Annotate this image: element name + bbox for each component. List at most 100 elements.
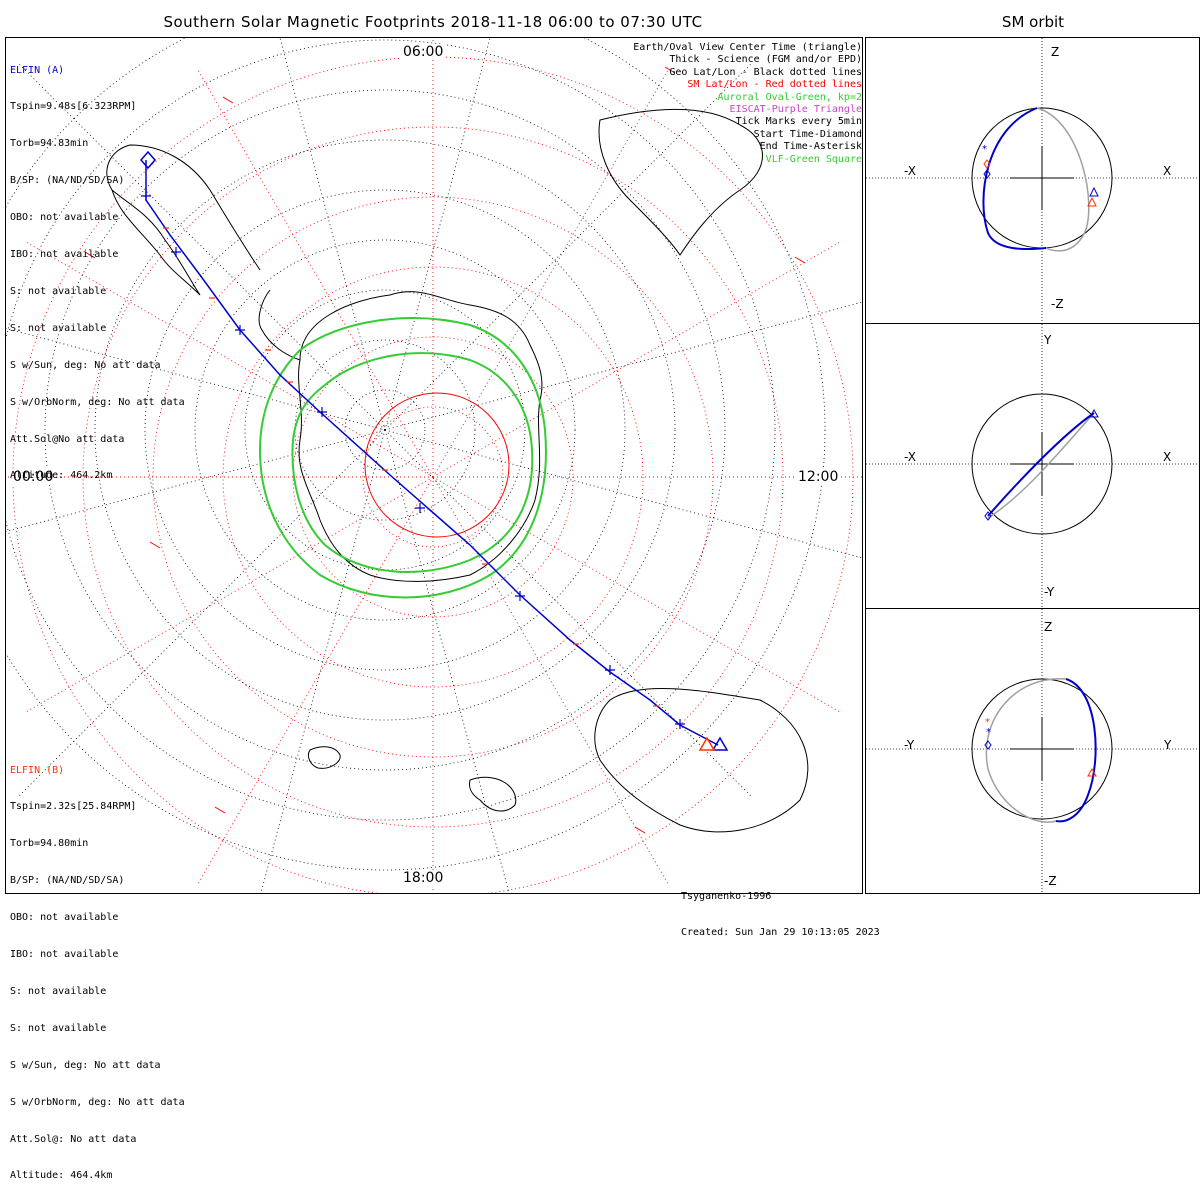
- sm-edge-tick: [84, 251, 96, 259]
- elfin-a-tick-mark: [515, 591, 525, 601]
- legend: Earth/Oval View Center Time (triangle) T…: [633, 42, 862, 166]
- elfin-b-name: ELFIN (B): [10, 764, 65, 776]
- legend-item: Earth/Oval View Center Time (triangle): [633, 42, 862, 53]
- sm-edge-tick: [214, 806, 226, 814]
- legend-item: Auroral Oval-Green, kp=2: [717, 91, 863, 103]
- geo-lat-circle: [94, 139, 676, 721]
- elfin-a-line: S: not available: [10, 322, 107, 334]
- orbit-marker: [983, 159, 991, 169]
- orbit-marker: [1087, 767, 1097, 777]
- legend-item: Thick - Science (FGM and/or EPD): [669, 54, 862, 66]
- legend-item: End Time-Asterisk: [759, 141, 862, 153]
- south-america-coastline: [106, 144, 261, 271]
- geo-lon-line: [260, 429, 386, 893]
- elfin-a-tick-mark: [675, 719, 685, 729]
- sm-edge-tick: [794, 256, 806, 264]
- elfin-b-line: Altitude: 464.4km: [10, 1170, 113, 1182]
- island-coastline: [307, 746, 341, 769]
- geo-lon-line: [384, 38, 491, 431]
- elfin-a-tick-mark: [317, 407, 327, 417]
- chart-title: Southern Solar Magnetic Footprints 2018-…: [163, 13, 703, 31]
- sm-edge-tick: [222, 96, 234, 104]
- orbit-marker: [983, 169, 991, 179]
- geo-lat-circle: [194, 239, 576, 621]
- elfin-a-line: IBO: not available: [10, 249, 119, 261]
- legend-item: EISCAT-Purple Triangle: [729, 104, 862, 116]
- elfin-b-line: Tspin=2.32s[25.84RPM]: [10, 801, 137, 813]
- sm-lat-circle: [82, 126, 784, 828]
- elfin-a-info: ELFIN (A) Tspin=9.48s[6.323RPM] Torb=94.…: [10, 40, 185, 495]
- legend-item: Start Time-Diamond: [753, 128, 862, 140]
- elfin-a-tick-mark: [415, 503, 425, 513]
- geo-lat-circle: [6, 39, 776, 821]
- geo-lon-line: [384, 429, 510, 893]
- mlt-label-06: 06:00: [402, 44, 445, 60]
- geo-lat-circle: [44, 89, 726, 771]
- sm-edge-tick: [634, 826, 646, 834]
- geo-lon-line: [384, 301, 862, 431]
- footprint-map: [6, 38, 862, 893]
- model-label: Tsyganenko-1996: [681, 890, 772, 902]
- legend-item: Tick Marks every 5min: [735, 116, 862, 128]
- axis-label-top: Z: [1044, 620, 1052, 634]
- axis-label-left: -Y: [904, 738, 915, 752]
- africa-coastline: [598, 108, 763, 256]
- sm-orbit-plot-yz: Z -Z -Y Y * *: [866, 609, 1199, 893]
- end-triangle-marker: [698, 736, 716, 751]
- elfin-a-line: S w/Sun, deg: No att data: [10, 359, 161, 371]
- new-zealand-coastline: [469, 776, 517, 812]
- elfin-a-line: OBO: not available: [10, 212, 119, 224]
- geo-lat-circle: [244, 289, 526, 571]
- south-america-coastline: [110, 188, 201, 296]
- axis-label-top: Y: [1043, 333, 1052, 347]
- axis-label-top: Z: [1051, 45, 1059, 59]
- footprint-map-frame: [5, 37, 863, 894]
- orbit-marker: [984, 511, 992, 521]
- antarctic-peninsula: [258, 289, 301, 361]
- geo-lat-circle: [344, 389, 426, 471]
- auroral-oval-inner: [291, 352, 534, 573]
- geo-lon-line: [384, 429, 862, 559]
- auroral-oval-outer: [258, 317, 547, 599]
- geo-lon-line: [279, 38, 386, 431]
- geo-lon-line: [6, 429, 386, 532]
- legend-item: Geo Lat/Lon - Black dotted lines: [669, 66, 862, 78]
- sm-lat-circle: [362, 406, 504, 548]
- sm-lat-circle: [222, 266, 644, 688]
- elfin-a-line: Tspin=9.48s[6.323RPM]: [10, 101, 137, 113]
- start-diamond-marker: [140, 150, 156, 170]
- mlt-label-12: 12:00: [797, 469, 840, 485]
- axis-label-left: -X: [904, 164, 916, 178]
- sm-orbit-plot-xy: Y -Y -X X: [866, 324, 1199, 608]
- geo-lon-line: [6, 328, 386, 431]
- axis-label-bottom: -Y: [1044, 585, 1055, 599]
- geo-lon-line: [17, 62, 386, 431]
- elfin-a-tick-mark: [141, 191, 151, 201]
- axis-label-right: X: [1163, 164, 1171, 178]
- elfin-b-line: OBO: not available: [10, 912, 119, 924]
- orbit-marker: [1089, 186, 1099, 197]
- orbit-marker: [1089, 408, 1099, 418]
- geo-lat-circle: [294, 339, 476, 521]
- sm-lon-line: [197, 69, 434, 478]
- footer-info: Tsyganenko-1996 Created: Sun Jan 29 10:1…: [681, 866, 880, 952]
- elfin-a-line: S w/OrbNorm, deg: No att data: [10, 396, 185, 408]
- sm-lon-line: [432, 476, 669, 885]
- elfin-b-line: IBO: not available: [10, 949, 119, 961]
- legend-item: SM Lat/Lon - Red dotted lines: [687, 79, 862, 91]
- sm-orbit-plot-xz: Z -Z -X X *: [866, 38, 1199, 323]
- elfin-b-line: S w/Sun, deg: No att data: [10, 1059, 161, 1071]
- elfin-a-name: ELFIN (A): [10, 64, 65, 76]
- axis-label-right: X: [1163, 450, 1171, 464]
- antarctica-coastline: [298, 291, 543, 582]
- sm-orbit-title: SM orbit: [1001, 13, 1065, 31]
- elfin-a-line: Altitude: 464.2km: [10, 470, 113, 482]
- elfin-a-line: Att.Sol@No att data: [10, 433, 125, 445]
- elfin-a-line: B/SP: (NA/ND/SD/SA): [10, 175, 125, 187]
- elfin-a-tick-mark: [605, 665, 615, 675]
- elfin-b-line: Att.Sol@: No att data: [10, 1133, 137, 1145]
- elfin-a-tick-mark: [171, 247, 181, 257]
- elfin-a-line: S: not available: [10, 285, 107, 297]
- geo-lon-line: [17, 429, 386, 798]
- orbit-marker: [984, 740, 992, 750]
